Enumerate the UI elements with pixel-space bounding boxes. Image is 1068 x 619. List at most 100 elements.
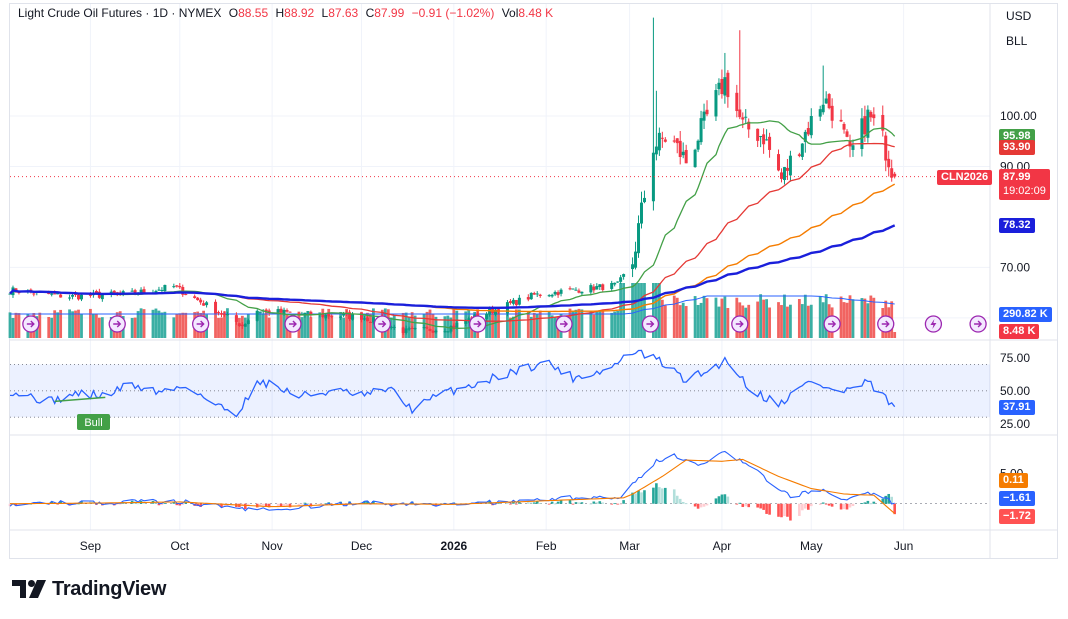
volume-bar: [717, 306, 721, 338]
volume-bar: [175, 314, 179, 338]
volume-bar: [809, 304, 813, 338]
macd-histogram-bar: [637, 490, 640, 504]
volume-bar: [491, 314, 494, 338]
rsi-tick-label: 50.00: [1000, 384, 1030, 398]
candle-body: [631, 264, 635, 270]
volume-bar: [699, 302, 703, 338]
volume-bar: [702, 295, 706, 338]
candle-body: [130, 290, 134, 292]
candle-body: [217, 312, 221, 314]
candle-body: [577, 290, 581, 293]
volume-bar: [657, 283, 661, 338]
macd-histogram-bar: [267, 503, 271, 508]
volume-bar: [157, 310, 161, 338]
volume-bar: [47, 316, 51, 338]
volume-bar: [839, 296, 843, 338]
volume-bar: [789, 304, 792, 338]
candle-body: [663, 139, 667, 142]
legend-symbol[interactable]: Light Crude Oil Futures · 1D · NYMEX: [18, 6, 222, 20]
candle-body: [255, 310, 259, 321]
macd-histogram-bar: [681, 501, 685, 504]
bull-divergence-line: [54, 396, 106, 403]
candle-body: [330, 315, 334, 317]
volume-bar: [94, 314, 98, 338]
volume-bar: [97, 317, 101, 338]
event-marker: [641, 315, 660, 333]
candle-body: [842, 123, 846, 130]
candle-body: [657, 132, 661, 151]
volume-bar: [255, 311, 259, 338]
candle-body: [202, 303, 206, 306]
candle-body: [434, 330, 438, 333]
macd-histogram-bar: [306, 503, 310, 504]
macd-histogram-bar: [550, 501, 554, 504]
candle-body: [613, 282, 617, 285]
macd-histogram-bar: [839, 503, 843, 510]
arrow-right-icon: [828, 320, 837, 328]
candle-body: [642, 197, 646, 203]
volume-bar: [401, 312, 405, 338]
volume-bar: [851, 299, 855, 338]
volume-bar: [363, 314, 366, 338]
candle-body: [214, 301, 218, 314]
macd-histogram-bar: [723, 494, 727, 504]
volume-bar: [720, 298, 724, 338]
volume-bar: [246, 313, 250, 338]
volume-bar: [59, 309, 63, 338]
macd-histogram-bar: [109, 503, 113, 505]
candle-body: [723, 77, 727, 96]
arrow-right-icon: [26, 320, 35, 328]
candle-body: [532, 293, 536, 295]
volume-bar: [214, 309, 217, 338]
macd-histogram-bar: [658, 487, 661, 504]
candle-body: [601, 284, 605, 290]
volume-bar: [529, 316, 533, 338]
legend-close-label: C: [365, 6, 375, 20]
tradingview-logo[interactable]: TradingView: [12, 576, 166, 602]
candle-body: [598, 284, 602, 288]
volume-bar: [92, 314, 95, 338]
candle-body: [660, 137, 664, 139]
volume-bar: [154, 308, 158, 338]
volume-bar: [71, 311, 74, 338]
volume-bar: [14, 312, 18, 338]
candle-body: [726, 72, 730, 98]
candle-body: [762, 134, 766, 145]
volume-bar: [136, 311, 140, 338]
candle-body: [747, 121, 751, 130]
volume-bar: [652, 283, 655, 338]
volume-bar: [172, 317, 176, 338]
macd-histogram-bar: [643, 490, 646, 504]
macd-histogram-bar: [538, 502, 542, 504]
volume-bar: [538, 310, 542, 338]
macd-histogram-bar: [866, 500, 870, 504]
arrow-right-icon: [735, 320, 744, 328]
symbol-legend[interactable]: Light Crude Oil Futures · 1D · NYMEX O88…: [18, 6, 557, 20]
candle-body: [321, 314, 325, 317]
currency-button[interactable]: USD: [1006, 9, 1032, 23]
volume-bar: [425, 311, 429, 338]
macd-histogram-bar: [655, 483, 658, 504]
candle-body: [303, 312, 307, 316]
candle-body: [163, 284, 167, 291]
macd-histogram-bar: [136, 503, 140, 505]
ma-red-tag: 93.90: [999, 139, 1035, 155]
candle-body: [240, 324, 244, 327]
candle-body: [404, 328, 408, 333]
unit-button[interactable]: BLL: [1006, 34, 1028, 48]
candle-body: [824, 98, 828, 104]
candle-body: [800, 143, 804, 157]
candle-body: [205, 302, 209, 306]
bull-label: Bull: [84, 417, 102, 429]
candle-body: [574, 289, 578, 291]
candle-body: [717, 82, 721, 90]
volume-bar: [863, 298, 867, 338]
macd-histogram-bar: [571, 503, 575, 505]
macd-histogram-bar: [640, 492, 643, 504]
tradingview-logo-icon: [12, 580, 46, 598]
macd-histogram-bar: [261, 503, 265, 506]
candle-body: [139, 289, 143, 293]
volume-bar: [783, 294, 786, 338]
candle-body: [133, 290, 137, 294]
